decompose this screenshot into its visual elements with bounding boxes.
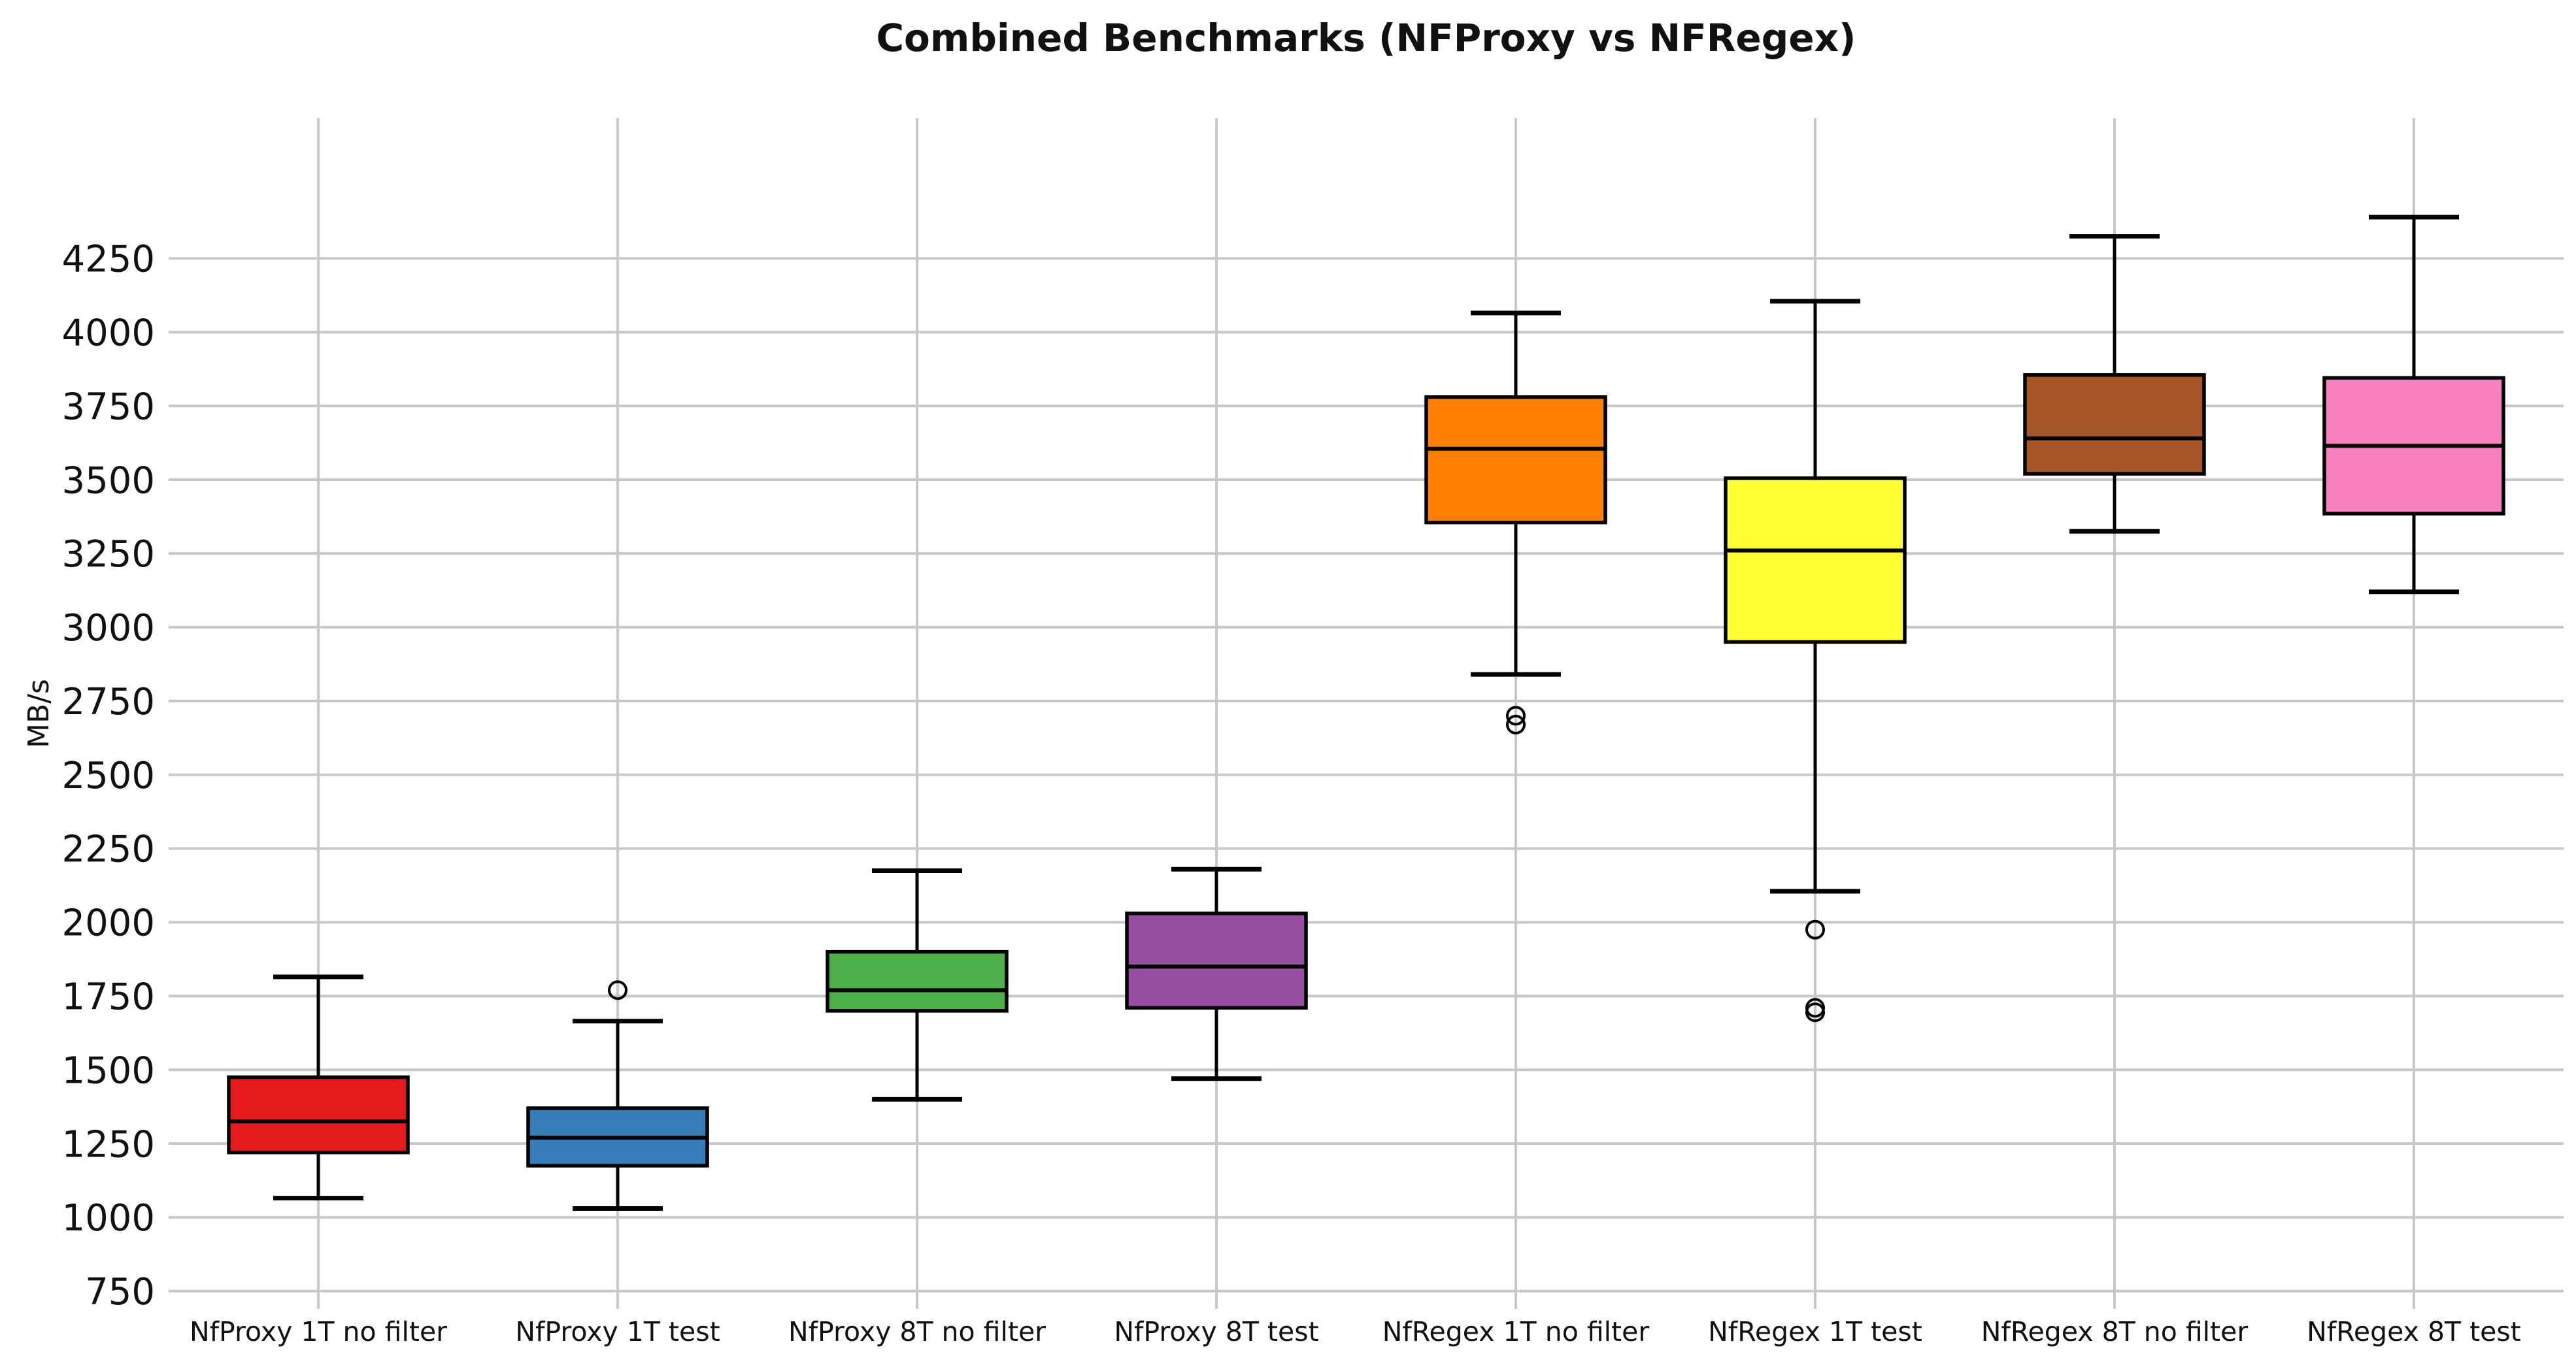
box-rect [826,949,1009,1013]
y-tick-label: 1500 [61,1049,155,1092]
x-category-label: NfRegex 8T no filter [1981,1316,2249,1347]
box-group-nfproxy-8t-test [1125,866,1308,1081]
box-group-nfproxy-1t-test [526,980,709,1211]
box-rect [1125,912,1308,1010]
y-tick-label: 2250 [61,829,155,871]
y-tick-label: 4000 [61,312,155,355]
box-group-nfregex-1t-no-filter [1424,310,1607,734]
y-tick-label: 3750 [61,386,155,428]
chart-title: Combined Benchmarks (NFProxy vs NFRegex) [876,16,1856,60]
outlier-circle [608,980,627,1000]
box-group-nfregex-1t-test [1724,299,1907,1023]
box-rect [1724,476,1907,644]
box-rect [2023,373,2206,476]
box-rect [1424,395,1607,525]
y-tick-label: 3250 [61,533,155,576]
x-category-label: NfProxy 8T no filter [788,1316,1046,1347]
outlier-circle [1506,714,1526,734]
y-tick-label: 1750 [61,976,155,1019]
y-tick-label: 3000 [61,607,155,650]
outlier-circle [1506,706,1526,726]
y-tick-label: 2500 [61,755,155,797]
y-tick-label: 750 [85,1271,155,1313]
y-axis-label: MB/s [22,679,56,748]
boxes-layer [227,214,2505,1211]
y-tick-label: 2000 [61,902,155,945]
box-group-nfproxy-8t-no-filter [826,868,1009,1102]
box-group-nfproxy-1t-no-filter [227,974,410,1201]
box-group-nfregex-8t-test [2322,214,2505,595]
y-tick-label: 1250 [61,1123,155,1166]
box-group-nfregex-8t-no-filter [2023,234,2206,534]
x-category-label: NfProxy 8T test [1114,1316,1318,1347]
x-category-label: NfRegex 8T test [2307,1316,2521,1347]
outlier-circle [1805,1002,1825,1023]
x-category-label: NfProxy 1T no filter [190,1316,447,1347]
x-category-label: NfProxy 1T test [515,1316,720,1347]
x-category-labels-layer: NfProxy 1T no filter NfProxy 1T test NfPro… [190,1316,2521,1347]
y-tick-label: 4250 [61,238,155,281]
outlier-circle [1805,919,1825,940]
y-tick-label: 2750 [61,681,155,723]
x-category-label: NfRegex 1T no filter [1382,1316,1650,1347]
y-tick-label: 3500 [61,459,155,502]
y-tick-labels-layer: 750 1000 1250 1500 1750 2000 2250 2500 2750 3000 3… [61,238,155,1313]
y-tick-label: 1000 [61,1197,155,1240]
x-category-label: NfRegex 1T test [1708,1316,1922,1347]
box-rect [227,1075,410,1155]
